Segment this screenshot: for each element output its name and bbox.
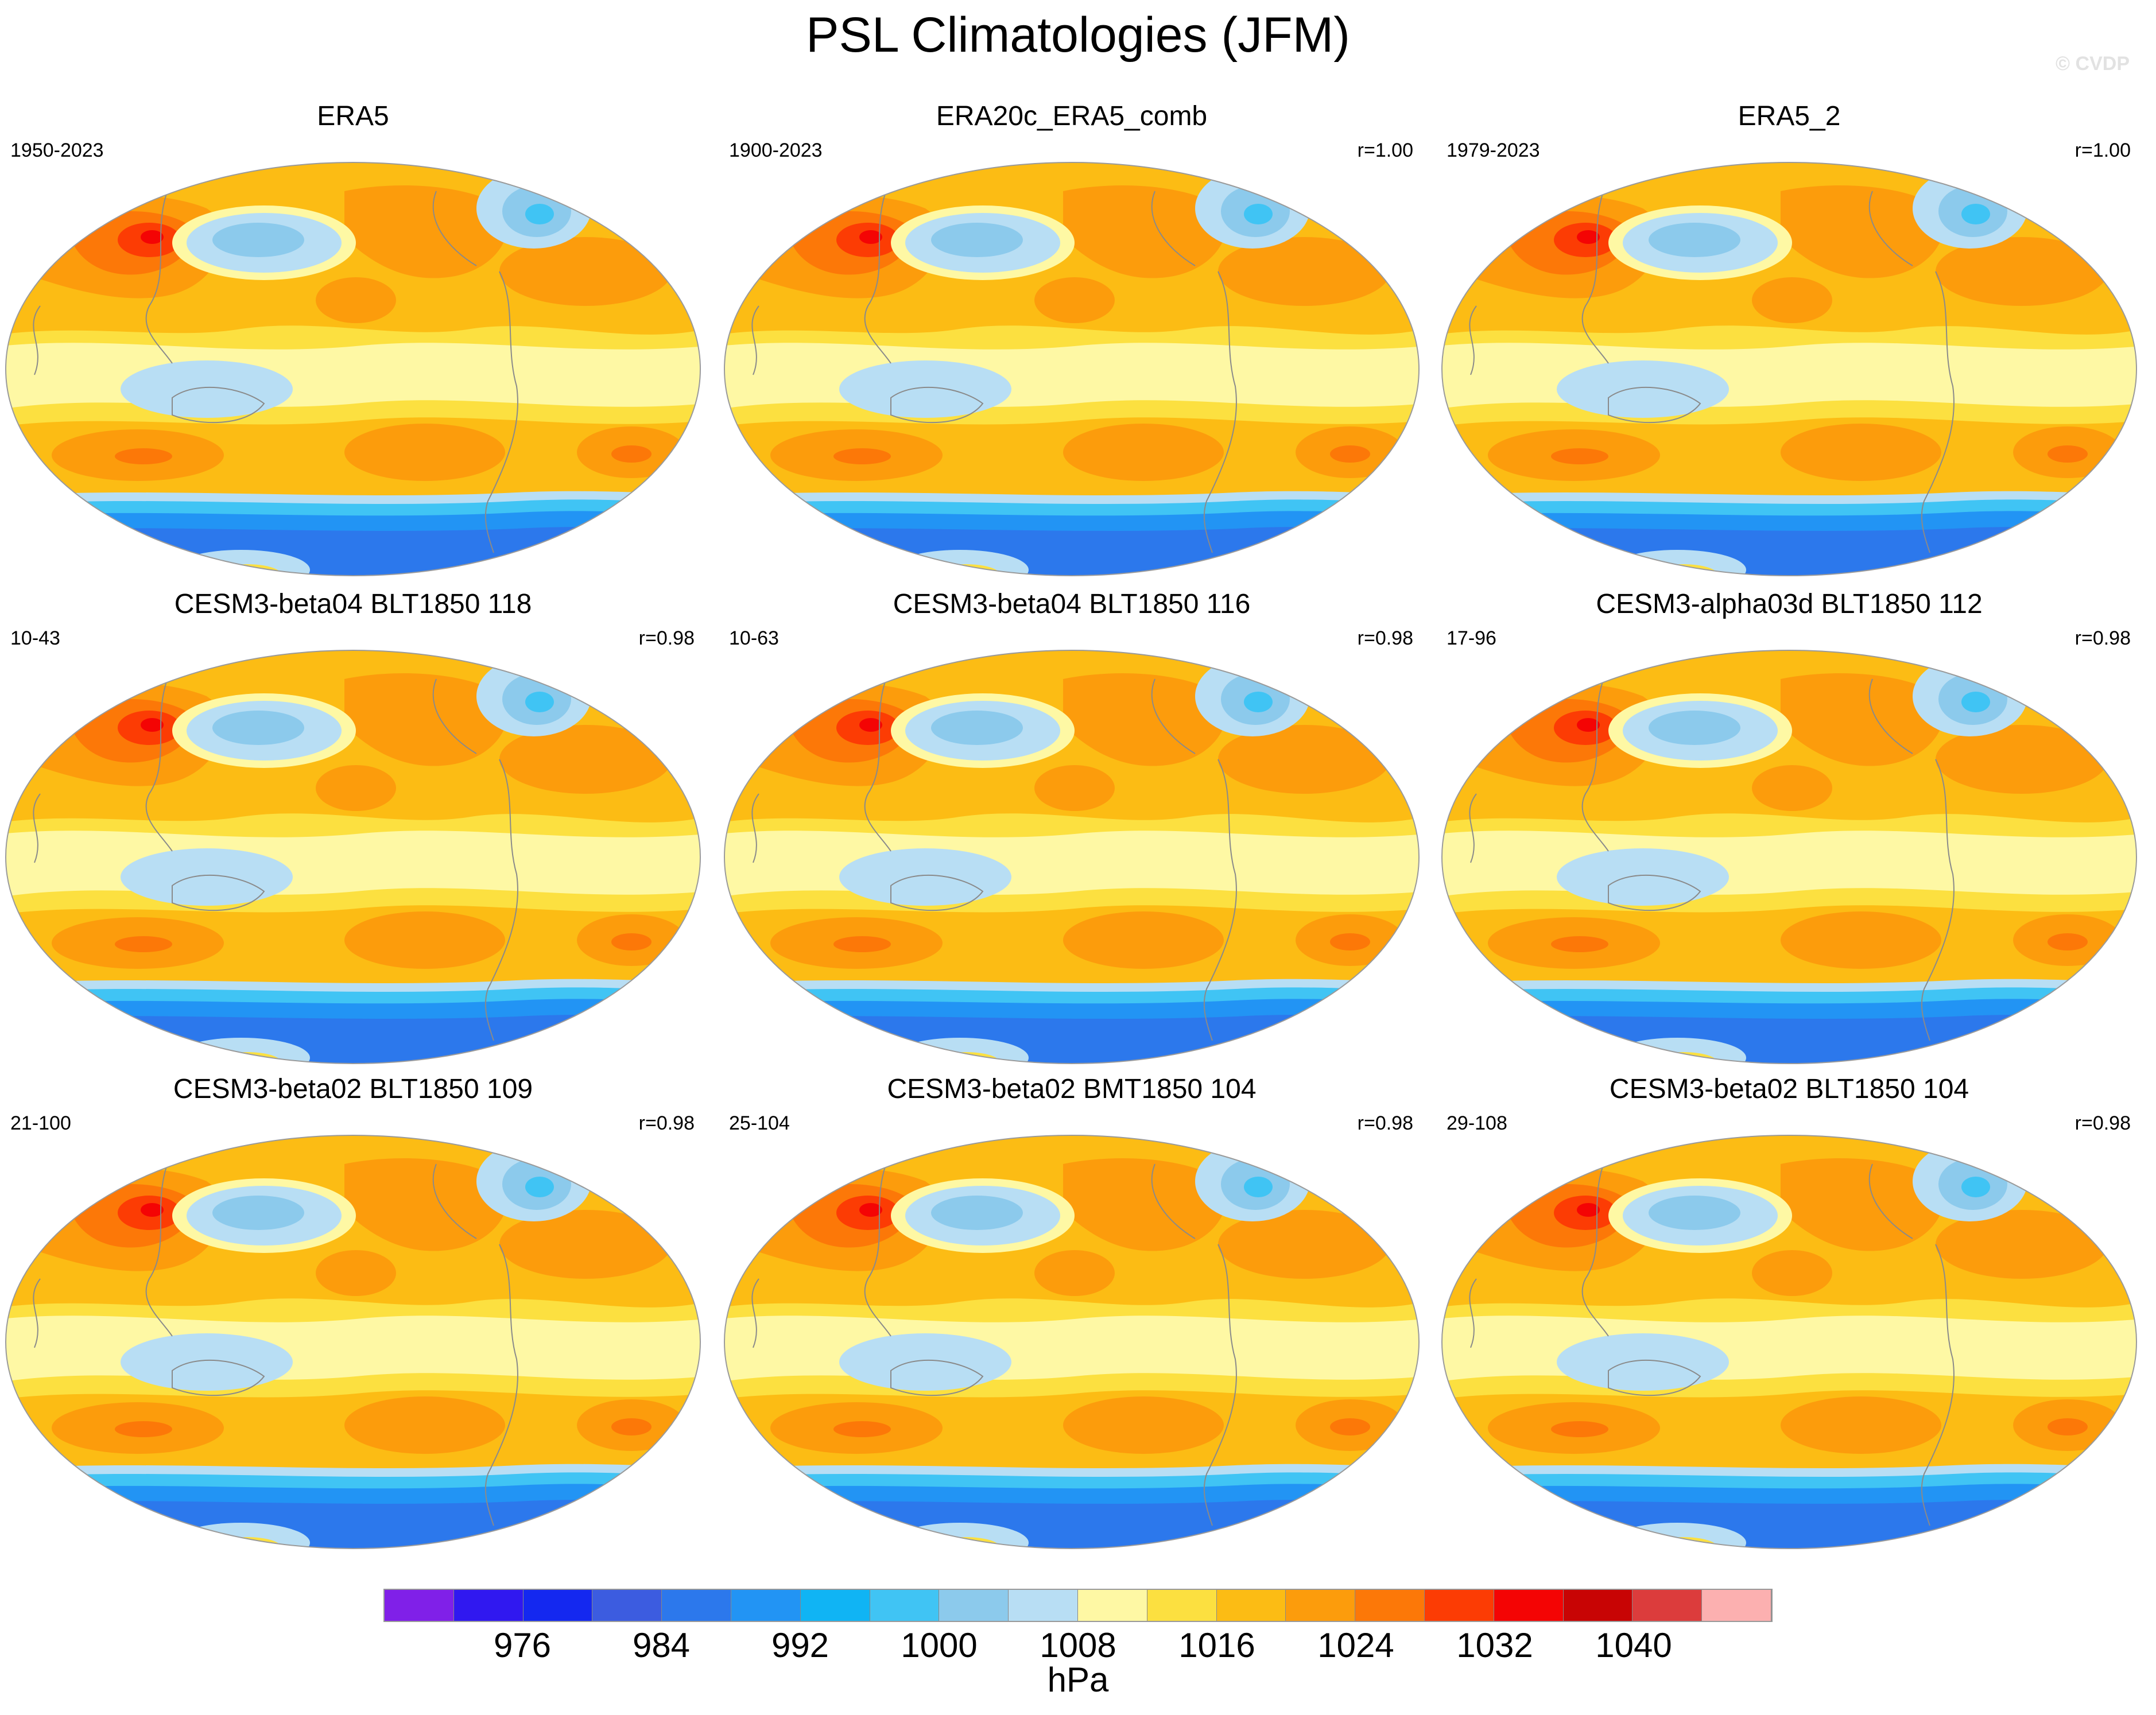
colorbar-swatch	[1494, 1590, 1564, 1621]
colorbar-swatch	[731, 1590, 801, 1621]
coastlines	[33, 1152, 518, 1526]
colorbar-tick-label: 1040	[1595, 1626, 1672, 1664]
coastlines	[751, 1152, 1237, 1526]
psl-field	[1442, 1135, 2136, 1549]
colorbar-swatch	[1147, 1590, 1217, 1621]
colorbar-swatch	[1077, 1590, 1147, 1621]
colorbar-swatch	[385, 1590, 454, 1621]
panel-title: CESM3-beta02 BLT1850 109	[173, 1074, 533, 1104]
robinson-map	[5, 162, 701, 576]
panel-correlation: r=0.98	[638, 627, 695, 649]
map-panel: ERA5_2 1979-2023 r=1.00	[1436, 100, 2142, 576]
panel-period: 17-96	[1447, 627, 1496, 649]
panel-period: 10-63	[729, 627, 779, 649]
panel-correlation: r=0.98	[2074, 627, 2131, 649]
panel-period: 1950-2023	[10, 139, 104, 161]
panel-period: 10-43	[10, 627, 60, 649]
robinson-map	[724, 1135, 1420, 1549]
psl-field	[6, 162, 700, 576]
panel-correlation: r=1.00	[2074, 139, 2131, 161]
map-panel: CESM3-beta04 BLT1850 116 10-63 r=0.98	[719, 588, 1425, 1064]
colorbar-swatch	[523, 1590, 593, 1621]
psl-field	[724, 162, 1419, 576]
panel-correlation: r=0.98	[1357, 1112, 1413, 1134]
robinson-map	[5, 650, 701, 1064]
colorbar-swatch	[1424, 1590, 1494, 1621]
panel-title: CESM3-beta02 BMT1850 104	[887, 1074, 1257, 1104]
panel-correlation: r=0.98	[2074, 1112, 2131, 1134]
colorbar-tick-label: 1016	[1178, 1626, 1255, 1664]
psl-field	[6, 650, 700, 1064]
colorbar-swatch	[1216, 1590, 1286, 1621]
coastlines	[751, 667, 1237, 1041]
map-panel: CESM3-beta04 BLT1850 118 10-43 r=0.98	[0, 588, 706, 1064]
psl-field	[724, 650, 1419, 1064]
panel-title: ERA5	[317, 101, 389, 131]
psl-field	[1442, 650, 2136, 1064]
psl-field	[1442, 162, 2136, 576]
colorbar-swatch	[592, 1590, 662, 1621]
colorbar-swatch	[662, 1590, 731, 1621]
map-panel: CESM3-beta02 BLT1850 109 21-100 r=0.98	[0, 1073, 706, 1549]
colorbar-swatch	[1563, 1590, 1633, 1621]
robinson-map	[5, 1135, 701, 1549]
map-panel: ERA5 1950-2023	[0, 100, 706, 576]
colorbar-tick-label: 984	[632, 1626, 691, 1664]
robinson-map	[1441, 1135, 2137, 1549]
coastlines	[33, 179, 518, 553]
coastlines	[1469, 1152, 1955, 1526]
colorbar-swatch	[1632, 1590, 1703, 1621]
colorbar-swatch	[800, 1590, 870, 1621]
coastlines	[751, 179, 1237, 553]
map-panel: ERA20c_ERA5_comb 1900-2023 r=1.00	[719, 100, 1425, 576]
panel-correlation: r=1.00	[1357, 139, 1413, 161]
colorbar-swatch	[1702, 1590, 1771, 1621]
colorbar-tick-label: 976	[493, 1626, 552, 1664]
colorbar-swatch	[1355, 1590, 1425, 1621]
panel-title: ERA20c_ERA5_comb	[936, 101, 1208, 131]
figure-title: PSL Climatologies (JFM)	[806, 7, 1350, 63]
panel-period: 1979-2023	[1447, 139, 1540, 161]
panel-title: CESM3-beta04 BLT1850 116	[893, 589, 1251, 619]
colorbar-tick-labels: 976 984 992 1000 1008 1016 1024 1032 1040	[383, 1622, 1773, 1664]
coastlines	[33, 667, 518, 1041]
colorbar	[383, 1589, 1773, 1622]
colorbar-units: hPa	[1047, 1660, 1109, 1699]
panel-title: CESM3-beta02 BLT1850 104	[1609, 1074, 1969, 1104]
panel-period: 25-104	[729, 1112, 790, 1134]
colorbar-tick-label: 1008	[1040, 1626, 1116, 1664]
panel-period: 29-108	[1447, 1112, 1507, 1134]
panel-correlation: r=0.98	[1357, 627, 1413, 649]
panel-correlation: r=0.98	[638, 1112, 695, 1134]
map-panel: CESM3-beta02 BMT1850 104 25-104 r=0.98	[719, 1073, 1425, 1549]
colorbar-swatch	[939, 1590, 1009, 1621]
map-panel: CESM3-beta02 BLT1850 104 29-108 r=0.98	[1436, 1073, 2142, 1549]
colorbar-swatch	[453, 1590, 524, 1621]
colorbar-tick-label: 1024	[1317, 1626, 1394, 1664]
psl-field	[6, 1135, 700, 1549]
colorbar-tick-label: 1032	[1456, 1626, 1533, 1664]
panel-period: 1900-2023	[729, 139, 823, 161]
colorbar-swatch	[1009, 1590, 1078, 1621]
panel-title: CESM3-beta04 BLT1850 118	[174, 589, 532, 619]
psl-field	[724, 1135, 1419, 1549]
robinson-map	[724, 650, 1420, 1064]
map-panel: CESM3-alpha03d BLT1850 112 17-96 r=0.98	[1436, 588, 2142, 1064]
watermark: © CVDP	[2056, 53, 2130, 75]
robinson-map	[724, 162, 1420, 576]
coastlines	[1469, 667, 1955, 1041]
colorbar-tick-label: 1000	[901, 1626, 978, 1664]
panel-title: ERA5_2	[1738, 101, 1841, 131]
panel-title: CESM3-alpha03d BLT1850 112	[1596, 589, 1983, 619]
colorbar-tick-label: 992	[771, 1626, 829, 1664]
panel-period: 21-100	[10, 1112, 71, 1134]
colorbar-swatch	[1286, 1590, 1356, 1621]
robinson-map	[1441, 650, 2137, 1064]
robinson-map	[1441, 162, 2137, 576]
coastlines	[1469, 179, 1955, 553]
colorbar-swatch	[870, 1590, 940, 1621]
